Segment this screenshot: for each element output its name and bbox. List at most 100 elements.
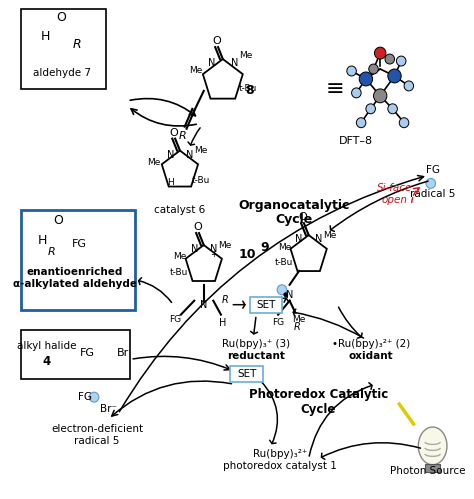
Text: Br⁻: Br⁻ [100, 404, 117, 414]
Text: 8: 8 [245, 84, 254, 97]
Text: aldehyde 7: aldehyde 7 [33, 68, 91, 78]
Text: reductant: reductant [227, 351, 285, 361]
Text: O: O [194, 222, 202, 232]
Text: FG: FG [272, 318, 284, 327]
Text: Cycle: Cycle [301, 403, 336, 416]
Text: t-Bu: t-Bu [275, 258, 293, 267]
Text: catalyst 6: catalyst 6 [155, 205, 206, 215]
Text: N: N [230, 58, 238, 68]
Circle shape [374, 47, 386, 59]
Text: photoredox catalyst 1: photoredox catalyst 1 [223, 461, 337, 471]
Text: radical 5: radical 5 [410, 189, 456, 199]
Text: Me: Me [147, 158, 161, 167]
Text: N: N [186, 150, 193, 160]
Text: Ru(bpy)₃⁺ (3): Ru(bpy)₃⁺ (3) [222, 339, 290, 349]
Text: SET: SET [256, 300, 275, 310]
Text: N: N [210, 244, 217, 254]
Text: N: N [200, 300, 208, 310]
Text: Br: Br [117, 348, 129, 358]
Text: 9: 9 [261, 241, 269, 253]
Text: FG: FG [80, 348, 95, 358]
Text: N: N [208, 58, 215, 68]
Text: R: R [221, 295, 228, 305]
Text: oxidant: oxidant [348, 351, 393, 361]
Circle shape [388, 104, 397, 114]
Text: +: + [210, 250, 217, 259]
Text: 10: 10 [239, 249, 256, 261]
Text: R: R [294, 321, 301, 331]
Circle shape [352, 88, 361, 98]
Circle shape [388, 69, 401, 83]
Text: Me: Me [190, 66, 203, 75]
Text: •Ru(bpy)₃²⁺ (2): •Ru(bpy)₃²⁺ (2) [331, 339, 410, 349]
Circle shape [396, 56, 406, 66]
Text: R: R [73, 37, 81, 51]
Text: open: open [382, 195, 408, 205]
Text: O: O [53, 214, 63, 227]
Circle shape [426, 179, 436, 188]
Circle shape [283, 292, 288, 297]
Text: H: H [38, 234, 47, 247]
Bar [425, 464, 440, 472]
Text: R: R [47, 247, 55, 257]
Text: electron-deficient: electron-deficient [51, 424, 143, 434]
Text: N: N [295, 234, 303, 244]
Text: Me: Me [218, 241, 231, 250]
Text: α-alkylated aldehyde: α-alkylated aldehyde [13, 279, 137, 289]
Text: FG: FG [426, 166, 440, 176]
Text: N: N [167, 150, 174, 160]
Circle shape [366, 104, 375, 114]
Text: H: H [41, 30, 50, 43]
Text: DFT–8: DFT–8 [339, 136, 374, 146]
Text: Ru(bpy)₃²⁺: Ru(bpy)₃²⁺ [253, 449, 307, 459]
Circle shape [277, 285, 287, 295]
Circle shape [89, 392, 99, 402]
Text: Organocatalytic: Organocatalytic [239, 199, 350, 212]
Text: H: H [219, 317, 227, 327]
FancyBboxPatch shape [249, 297, 282, 313]
Ellipse shape [419, 427, 447, 465]
Text: FG: FG [72, 239, 87, 249]
Text: Photon Source: Photon Source [390, 466, 465, 476]
Text: t-Bu: t-Bu [170, 268, 188, 277]
Text: alkyl halide: alkyl halide [17, 341, 76, 351]
Text: t-Bu: t-Bu [238, 84, 257, 93]
Text: N: N [191, 244, 198, 254]
Circle shape [356, 118, 366, 128]
Text: ≡: ≡ [326, 79, 345, 99]
Circle shape [385, 54, 394, 64]
Text: Si-face: Si-face [377, 183, 412, 193]
Text: FG: FG [169, 315, 181, 324]
Text: enantioenriched: enantioenriched [27, 267, 123, 277]
Text: O: O [57, 11, 66, 24]
Text: R: R [179, 131, 187, 141]
Text: Me: Me [323, 231, 337, 240]
Text: O: O [170, 128, 179, 138]
Bar [21, 329, 130, 379]
Text: Me: Me [292, 315, 306, 324]
Text: radical 5: radical 5 [74, 436, 119, 446]
Text: t-Bu: t-Bu [191, 176, 210, 185]
Text: 4: 4 [42, 355, 51, 368]
Text: H: H [167, 178, 174, 187]
Text: Cycle: Cycle [276, 213, 313, 226]
Circle shape [404, 81, 414, 91]
Text: FG: FG [78, 392, 91, 402]
Circle shape [399, 118, 409, 128]
Text: N: N [286, 290, 293, 300]
Text: Me: Me [194, 146, 208, 155]
Text: O: O [213, 36, 221, 46]
Text: SET: SET [237, 369, 256, 379]
Text: Me: Me [239, 50, 253, 59]
Text: O: O [299, 212, 307, 222]
Circle shape [369, 64, 378, 74]
Bar [21, 210, 135, 310]
FancyBboxPatch shape [230, 366, 263, 382]
Text: N: N [315, 234, 322, 244]
Text: Me: Me [173, 252, 187, 261]
Circle shape [347, 66, 356, 76]
Text: Me: Me [278, 243, 292, 251]
Circle shape [359, 72, 373, 86]
Bar [21, 9, 107, 89]
Text: Photoredox Catalytic: Photoredox Catalytic [248, 388, 388, 401]
